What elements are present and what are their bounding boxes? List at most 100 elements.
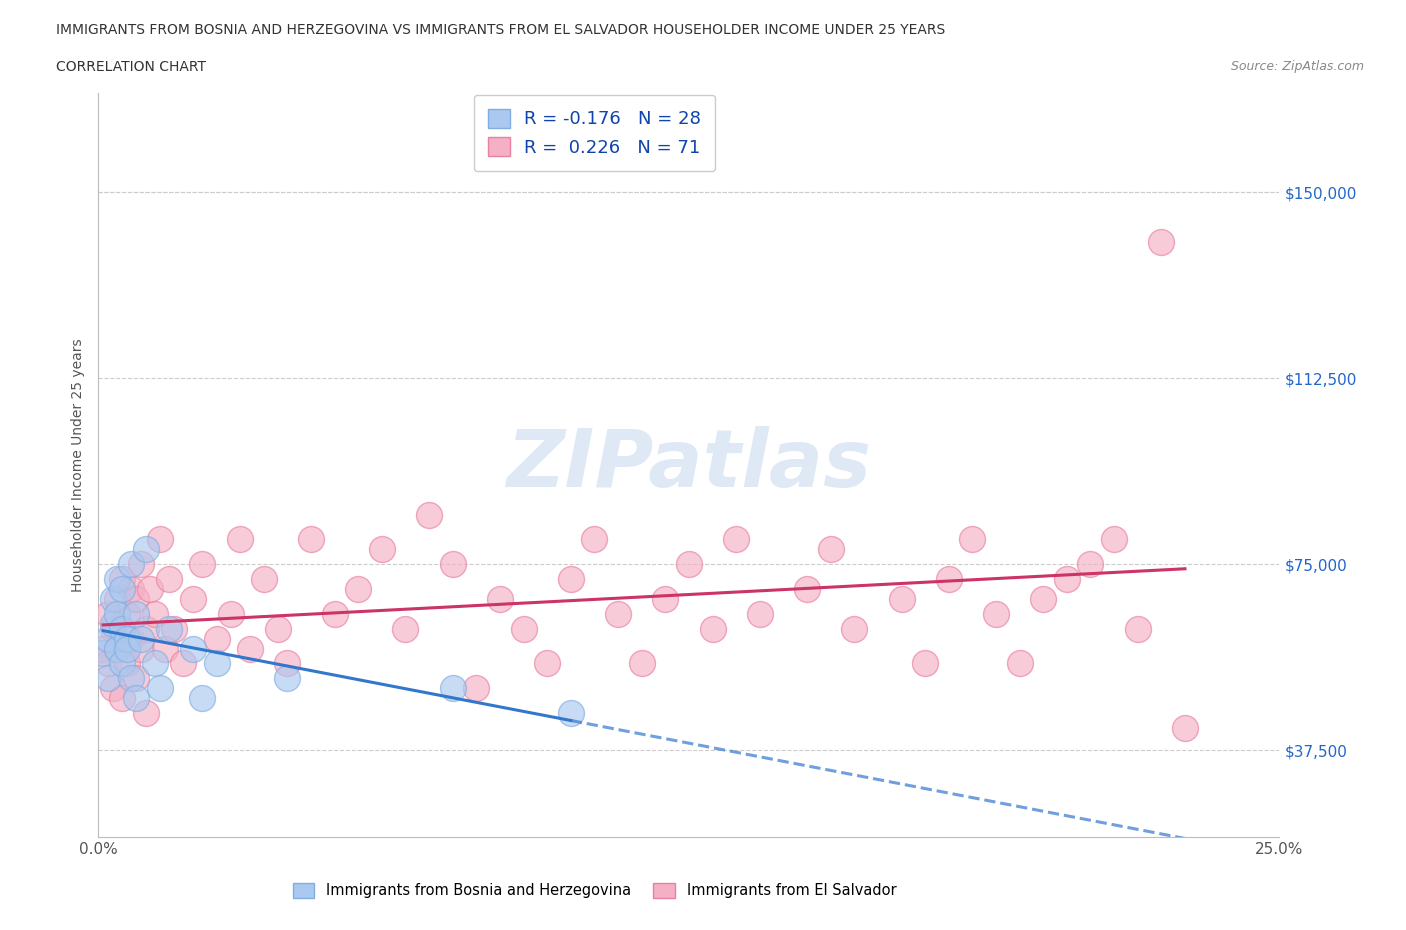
Point bbox=[125, 591, 148, 606]
Point bbox=[512, 621, 534, 636]
Point bbox=[347, 581, 370, 596]
Point bbox=[91, 646, 114, 661]
Point bbox=[97, 671, 120, 685]
Point bbox=[135, 542, 157, 557]
Point bbox=[111, 572, 134, 587]
Y-axis label: Householder Income Under 25 years: Householder Income Under 25 years bbox=[72, 339, 86, 591]
Point bbox=[702, 621, 724, 636]
Point bbox=[157, 572, 180, 587]
Point bbox=[938, 572, 960, 587]
Point bbox=[125, 691, 148, 706]
Point bbox=[489, 591, 512, 606]
Text: Source: ZipAtlas.com: Source: ZipAtlas.com bbox=[1230, 60, 1364, 73]
Point bbox=[181, 641, 204, 656]
Point bbox=[441, 681, 464, 696]
Point bbox=[394, 621, 416, 636]
Point bbox=[560, 572, 582, 587]
Point bbox=[115, 641, 138, 656]
Point bbox=[101, 591, 124, 606]
Point bbox=[101, 621, 124, 636]
Point bbox=[299, 532, 322, 547]
Point bbox=[267, 621, 290, 636]
Point bbox=[1150, 234, 1173, 249]
Point bbox=[111, 691, 134, 706]
Point bbox=[97, 656, 120, 671]
Legend: Immigrants from Bosnia and Herzegovina, Immigrants from El Salvador: Immigrants from Bosnia and Herzegovina, … bbox=[287, 877, 903, 904]
Point bbox=[111, 581, 134, 596]
Point bbox=[630, 656, 652, 671]
Point bbox=[149, 532, 172, 547]
Point bbox=[191, 691, 214, 706]
Point bbox=[1102, 532, 1125, 547]
Point bbox=[371, 542, 394, 557]
Point bbox=[111, 656, 134, 671]
Point bbox=[229, 532, 252, 547]
Point bbox=[129, 641, 152, 656]
Point bbox=[153, 641, 176, 656]
Point bbox=[1174, 721, 1197, 736]
Point bbox=[121, 557, 143, 572]
Point bbox=[725, 532, 748, 547]
Text: ZIPatlas: ZIPatlas bbox=[506, 426, 872, 504]
Point bbox=[465, 681, 488, 696]
Point bbox=[276, 671, 298, 685]
Point bbox=[796, 581, 818, 596]
Point bbox=[105, 572, 128, 587]
Point bbox=[219, 606, 242, 621]
Text: CORRELATION CHART: CORRELATION CHART bbox=[56, 60, 207, 74]
Point bbox=[139, 581, 162, 596]
Point bbox=[115, 656, 138, 671]
Point bbox=[135, 621, 157, 636]
Point bbox=[678, 557, 700, 572]
Point bbox=[115, 606, 138, 621]
Point bbox=[205, 656, 228, 671]
Point bbox=[105, 641, 128, 656]
Point bbox=[143, 606, 166, 621]
Point bbox=[121, 671, 143, 685]
Point bbox=[323, 606, 346, 621]
Point bbox=[129, 631, 152, 646]
Point bbox=[105, 591, 128, 606]
Point bbox=[115, 631, 138, 646]
Point bbox=[418, 507, 440, 522]
Point bbox=[1126, 621, 1149, 636]
Text: IMMIGRANTS FROM BOSNIA AND HERZEGOVINA VS IMMIGRANTS FROM EL SALVADOR HOUSEHOLDE: IMMIGRANTS FROM BOSNIA AND HERZEGOVINA V… bbox=[56, 23, 945, 37]
Point bbox=[191, 557, 214, 572]
Point bbox=[105, 606, 128, 621]
Point bbox=[135, 706, 157, 721]
Point bbox=[607, 606, 630, 621]
Point bbox=[101, 681, 124, 696]
Point bbox=[172, 656, 194, 671]
Point bbox=[1080, 557, 1102, 572]
Point bbox=[844, 621, 866, 636]
Point bbox=[101, 617, 124, 631]
Point bbox=[253, 572, 276, 587]
Point bbox=[125, 671, 148, 685]
Point bbox=[121, 631, 143, 646]
Point bbox=[129, 557, 152, 572]
Point bbox=[105, 641, 128, 656]
Point bbox=[820, 542, 842, 557]
Point bbox=[239, 641, 262, 656]
Point bbox=[1008, 656, 1031, 671]
Point bbox=[984, 606, 1007, 621]
Point bbox=[536, 656, 558, 671]
Point bbox=[890, 591, 912, 606]
Point bbox=[583, 532, 606, 547]
Point bbox=[1032, 591, 1054, 606]
Point bbox=[97, 606, 120, 621]
Point bbox=[143, 656, 166, 671]
Point bbox=[91, 641, 114, 656]
Point bbox=[748, 606, 770, 621]
Point bbox=[121, 581, 143, 596]
Point bbox=[205, 631, 228, 646]
Point bbox=[157, 621, 180, 636]
Point bbox=[181, 591, 204, 606]
Point bbox=[962, 532, 984, 547]
Point bbox=[1056, 572, 1078, 587]
Point bbox=[125, 606, 148, 621]
Point bbox=[163, 621, 186, 636]
Point bbox=[97, 631, 120, 646]
Point bbox=[654, 591, 676, 606]
Point bbox=[914, 656, 936, 671]
